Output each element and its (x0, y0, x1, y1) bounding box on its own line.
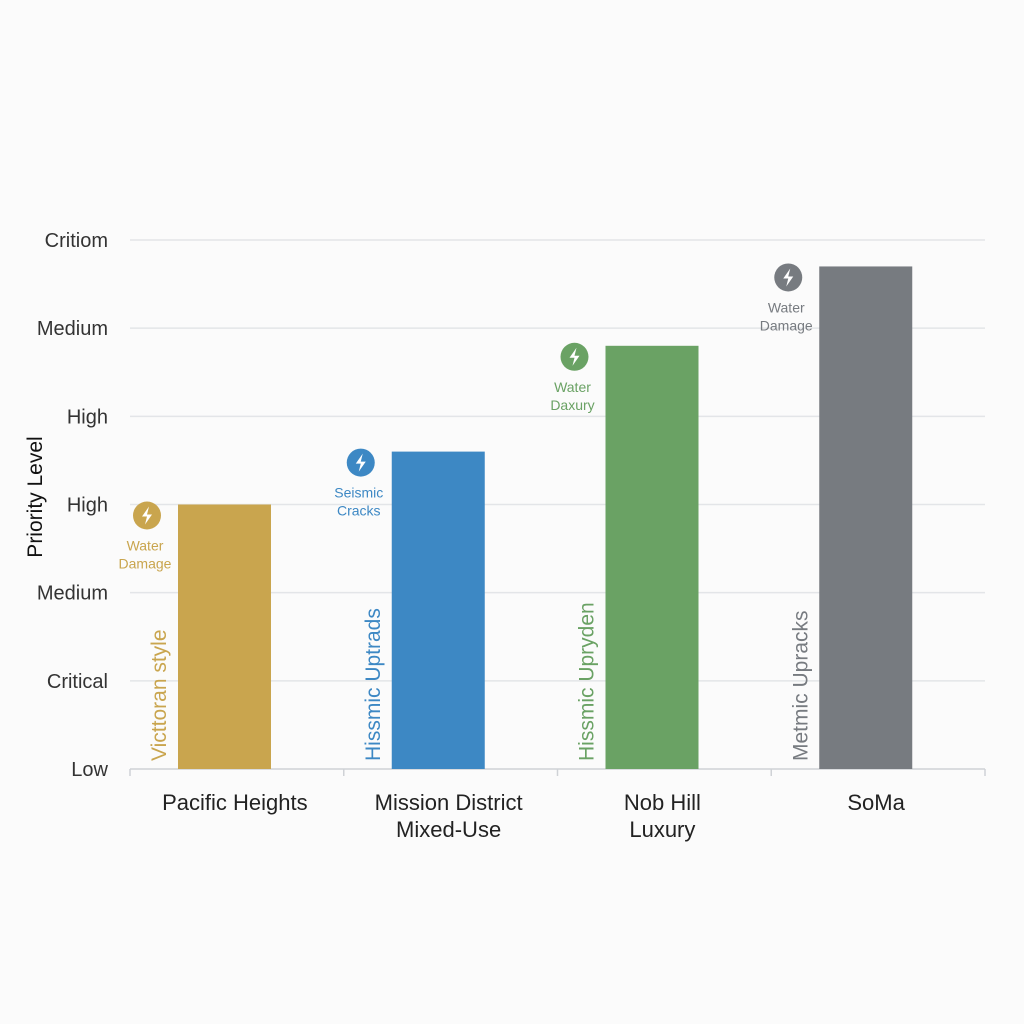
y-tick-label: Critical (47, 671, 108, 693)
bar-vertical-label: Hissmic Upryden (576, 602, 599, 761)
annotation-line1: Water (127, 538, 164, 554)
bar-vertical-label: Hissmic Uptrads (362, 608, 385, 761)
lightning-icon (133, 501, 161, 530)
annotations: Water Damage Seismic Cracks Water Daxury Water… (119, 263, 813, 572)
y-tick-label: Low (71, 759, 108, 781)
annotation-line2: Damage (119, 556, 172, 572)
x-category-label-line2: Mixed-Use (396, 817, 501, 842)
lightning-icon (346, 448, 375, 477)
y-tick-label: Medium (37, 318, 108, 340)
x-axis-categories: Pacific Heights Mission DistrictMixed-Use… (162, 790, 906, 842)
lightning-icon (774, 263, 803, 292)
bar-vertical-label: Victtoran style (148, 629, 171, 761)
x-category-label: Pacific Heights (162, 790, 308, 815)
annotation-line2: Daxury (550, 397, 594, 413)
y-tick-label: Critiom (45, 230, 108, 252)
x-category-label: Mission District (375, 790, 523, 815)
annotation-line2: Cracks (337, 503, 381, 519)
x-axis (129, 768, 986, 776)
x-category-label: Nob Hill (624, 790, 701, 815)
y-tick-label: High (67, 495, 108, 517)
y-tick-label: Medium (37, 583, 108, 605)
bar-vertical-label: Metmic Upracks (789, 610, 812, 761)
x-category-label: SoMa (847, 790, 905, 815)
y-axis-ticks: Low Critical Medium High High Medium Critiom (37, 230, 109, 781)
x-category-label-line2: Luxury (629, 817, 695, 842)
y-tick-label: High (67, 406, 108, 428)
y-axis-title: Priority Level (24, 436, 47, 557)
annotation-line1: Water (554, 379, 591, 395)
annotation-line1: Water (768, 299, 805, 315)
bars: Victtoran style Hissmic Uptrads Hissmic Up… (148, 266, 913, 769)
lightning-icon (560, 342, 589, 371)
annotation-line2: Damage (760, 317, 813, 333)
annotation-line1: Seismic (334, 485, 383, 501)
bar (391, 451, 485, 769)
bar (819, 266, 913, 769)
bar (178, 504, 271, 769)
bar (605, 345, 699, 769)
